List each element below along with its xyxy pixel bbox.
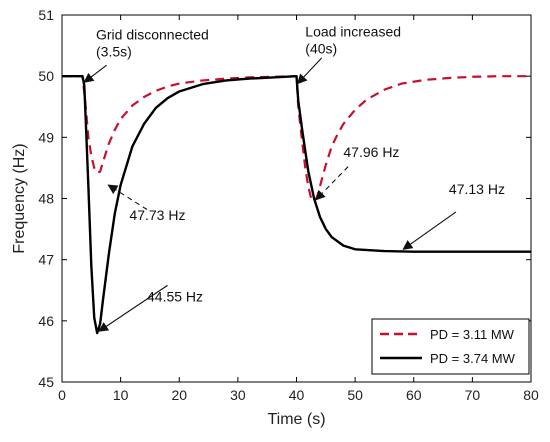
y-tick-label: 48	[38, 191, 54, 207]
series-line-pd-3-74	[62, 74, 531, 335]
annotation-arrow	[83, 64, 107, 83]
x-tick-label: 0	[58, 387, 66, 403]
x-tick-label: 40	[289, 387, 305, 403]
annotation-text: (3.5s)	[96, 43, 132, 59]
x-tick-label: 20	[171, 387, 187, 403]
annotation-text: 44.55 Hz	[147, 288, 203, 304]
annotation-text: 47.96 Hz	[343, 144, 399, 160]
tick-layer: 0 10 20 30 40 50 60 70 80 45 46 47 48 49 50 51	[38, 7, 539, 403]
x-tick-label: 70	[465, 387, 481, 403]
annotation-arrow	[296, 57, 323, 85]
annotation-text: Grid disconnected	[96, 26, 209, 42]
legend-label-pd-3-11: PD = 3.11 MW	[430, 327, 515, 342]
legend: PD = 3.11 MW PD = 3.74 MW	[371, 318, 530, 375]
legend-box	[371, 318, 530, 375]
annotation-arrow	[315, 166, 349, 201]
y-tick-label: 49	[38, 129, 54, 145]
x-tick-label: 80	[523, 387, 539, 403]
series-layer	[62, 74, 531, 335]
annotation-text: 47.13 Hz	[449, 181, 505, 197]
y-tick-label: 45	[38, 374, 54, 390]
annotation-layer: Grid disconnected(3.5s) Load increased(40…	[83, 23, 505, 332]
annotation-text: (40s)	[305, 40, 337, 56]
y-axis-label: Frequency (Hz)	[11, 143, 28, 253]
legend-label-pd-3-74: PD = 3.74 MW	[430, 351, 516, 366]
x-tick-label: 50	[347, 387, 363, 403]
annotation-arrow	[402, 211, 457, 250]
x-tick-label: 30	[230, 387, 246, 403]
x-axis-label: Time (s)	[267, 411, 325, 428]
x-tick-label: 10	[113, 387, 129, 403]
y-tick-label: 51	[38, 7, 54, 23]
y-tick-label: 46	[38, 313, 54, 329]
annotation-arrow	[107, 184, 148, 210]
annotation-text: Load increased	[305, 23, 401, 39]
x-tick-label: 60	[406, 387, 422, 403]
y-tick-label: 47	[38, 252, 54, 268]
annotation-text: 47.73 Hz	[129, 207, 185, 223]
y-tick-label: 50	[38, 68, 54, 84]
annotation-arrow	[98, 284, 168, 332]
